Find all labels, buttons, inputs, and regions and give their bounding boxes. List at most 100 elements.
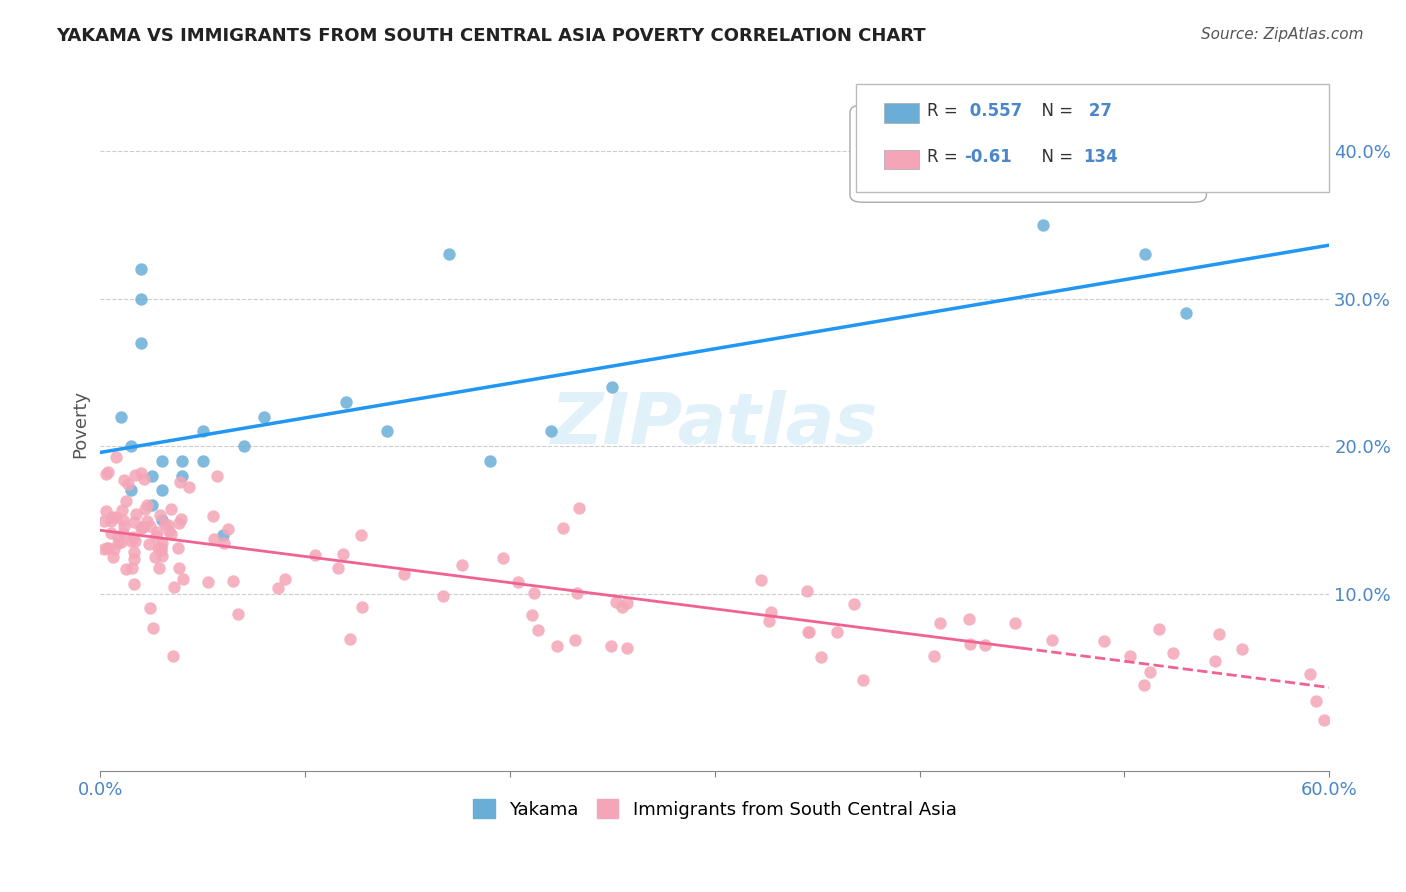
Point [115, 493, 138, 508]
Point [142, 621, 165, 635]
Point [131, 262, 153, 277]
Point [149, 542, 172, 557]
Point [157, 517, 180, 532]
Point [957, 611, 980, 625]
Point [169, 516, 191, 530]
Point [100, 515, 122, 529]
Point [605, 595, 627, 609]
Point [201, 509, 224, 524]
Point [922, 648, 945, 663]
Point [131, 520, 153, 534]
Point [212, 535, 235, 549]
Point [551, 521, 574, 535]
Point [191, 425, 214, 439]
Point [1230, 642, 1253, 657]
Point [94, 467, 117, 482]
Point [226, 607, 249, 622]
Point [141, 498, 163, 512]
Point [124, 467, 146, 482]
FancyBboxPatch shape [884, 103, 918, 122]
Point [540, 425, 562, 439]
Point [328, 561, 350, 575]
Point [959, 637, 981, 651]
FancyBboxPatch shape [884, 150, 918, 169]
Point [568, 501, 591, 516]
Point [929, 615, 952, 630]
Point [138, 601, 160, 615]
Point [797, 624, 820, 639]
Point [167, 541, 190, 555]
Point [796, 584, 818, 599]
Point [101, 510, 124, 524]
Point [1161, 646, 1184, 660]
Point [145, 528, 167, 542]
Text: Source: ZipAtlas.com: Source: ZipAtlas.com [1201, 27, 1364, 42]
Point [232, 439, 254, 453]
Point [177, 480, 200, 494]
Text: YAKAMA VS IMMIGRANTS FROM SOUTH CENTRAL ASIA POVERTY CORRELATION CHART: YAKAMA VS IMMIGRANTS FROM SOUTH CENTRAL … [56, 27, 927, 45]
Point [1204, 654, 1226, 668]
Point [1133, 678, 1156, 692]
Point [107, 530, 129, 544]
Point [523, 586, 546, 600]
Point [138, 537, 160, 551]
Point [129, 521, 152, 535]
Point [1031, 218, 1053, 232]
Point [567, 585, 589, 599]
Point [1133, 247, 1156, 261]
Point [131, 335, 153, 350]
Point [616, 640, 638, 655]
Point [350, 528, 373, 542]
Point [852, 673, 875, 688]
Point [110, 535, 132, 549]
Point [749, 573, 772, 587]
Point [172, 454, 194, 468]
Point [150, 536, 173, 550]
Point [616, 596, 638, 610]
Point [339, 632, 361, 646]
Point [110, 409, 132, 424]
Point [120, 439, 142, 453]
Point [120, 534, 142, 549]
Point [93, 514, 115, 528]
Point [172, 572, 194, 586]
Point [217, 522, 239, 536]
Point [1299, 666, 1322, 681]
Point [122, 545, 145, 559]
Point [160, 502, 183, 516]
Point [105, 510, 128, 524]
Point [124, 576, 146, 591]
Point [162, 648, 184, 663]
Point [451, 558, 474, 572]
Text: R =: R = [928, 148, 963, 166]
Point [1139, 665, 1161, 680]
Point [332, 547, 354, 561]
Point [1092, 634, 1115, 648]
Text: ZIPatlas: ZIPatlas [551, 390, 879, 458]
Text: N =: N = [1031, 148, 1078, 166]
Point [105, 450, 128, 464]
Point [132, 519, 155, 533]
Point [205, 468, 228, 483]
Point [212, 527, 235, 541]
Point [101, 549, 124, 564]
Point [759, 605, 782, 619]
Point [796, 625, 818, 640]
Point [437, 247, 460, 261]
FancyBboxPatch shape [851, 105, 1206, 202]
Text: 0.557: 0.557 [965, 102, 1022, 120]
Point [107, 535, 129, 549]
Point [1174, 306, 1197, 320]
Point [492, 550, 515, 565]
Point [564, 632, 586, 647]
Point [159, 526, 181, 541]
Legend: Yakama, Immigrants from South Central Asia: Yakama, Immigrants from South Central As… [468, 794, 962, 824]
Point [157, 524, 180, 538]
Point [162, 580, 184, 594]
Point [136, 498, 159, 512]
Text: R =: R = [928, 102, 963, 120]
Point [146, 524, 169, 539]
Point [112, 473, 135, 487]
Point [112, 513, 135, 527]
Point [150, 513, 173, 527]
